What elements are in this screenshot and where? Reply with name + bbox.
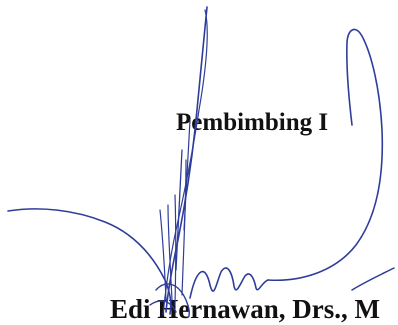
role-title: Pembimbing I [176, 109, 329, 136]
signer-name: Edi Hernawan, Drs., M [110, 294, 380, 324]
